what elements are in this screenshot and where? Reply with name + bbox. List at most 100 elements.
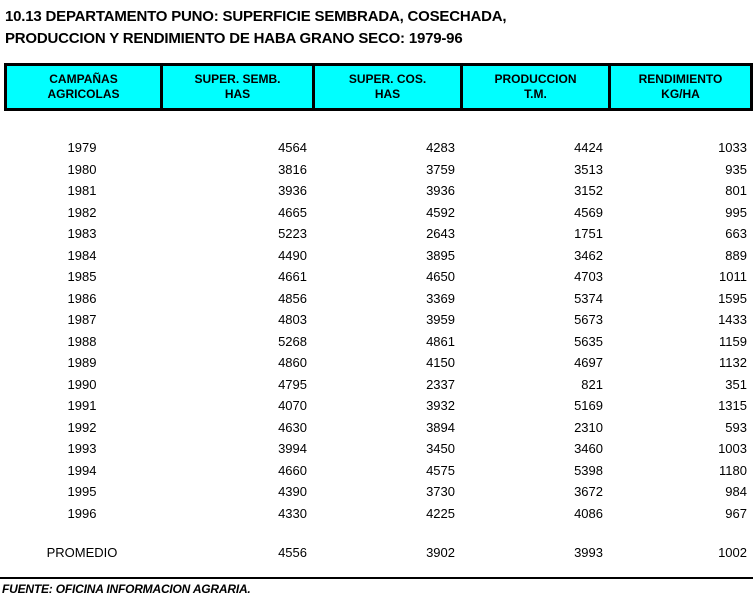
cell-super-semb: 4330 [278,505,307,521]
summary-super-semb: 4556 [278,545,307,561]
cell-super-cos: 4283 [426,140,455,156]
table-row: 1996 4330 4225 4086 967 [4,503,752,525]
table-header: CAMPAÑAS AGRICOLAS SUPER. SEMB. HAS SUPE… [4,63,753,111]
cell-produccion: 3672 [574,484,603,500]
cell-super-cos: 3894 [426,419,455,435]
cell-super-semb: 4490 [278,247,307,263]
table-row: 1995 4390 3730 3672 984 [4,481,752,503]
cell-super-cos: 4150 [426,355,455,371]
table-row: 1993 3994 3450 3460 1003 [4,438,752,460]
cell-produccion: 5635 [574,333,603,349]
cell-super-cos: 3759 [426,161,455,177]
cell-rendimiento: 801 [725,183,747,199]
header-super-semb-line1: SUPER. SEMB. [194,72,281,86]
table-row: 1984 4490 3895 3462 889 [4,245,752,267]
cell-super-cos: 3369 [426,290,455,306]
cell-campana: 1986 [67,290,97,306]
header-produccion-line2: T.M. [524,87,547,101]
cell-campana: 1984 [67,247,97,263]
table-row: 1991 4070 3932 5169 1315 [4,395,752,417]
table-row: 1987 4803 3959 5673 1433 [4,309,752,331]
cell-produccion: 5673 [574,312,603,328]
cell-campana: 1988 [67,333,97,349]
cell-rendimiento: 1011 [719,269,747,285]
cell-produccion: 3460 [574,441,603,457]
cell-super-semb: 3994 [278,441,307,457]
cell-super-semb: 4860 [278,355,307,371]
table-row: 1989 4860 4150 4697 1132 [4,352,752,374]
source-note: FUENTE: OFICINA INFORMACION AGRARIA. [2,581,251,596]
cell-rendimiento: 1315 [718,398,747,414]
cell-produccion: 4703 [574,269,603,285]
header-super-cos-line2: HAS [374,87,401,101]
spacer-row [4,524,752,542]
cell-campana: 1989 [67,355,97,371]
cell-rendimiento: 593 [725,419,747,435]
cell-rendimiento: 1180 [719,462,747,478]
cell-rendimiento: 1132 [719,355,747,371]
cell-produccion: 1751 [574,226,603,242]
header-rendimiento-line1: RENDIMIENTO [638,72,723,86]
cell-produccion: 3152 [574,183,603,199]
cell-super-semb: 4856 [278,290,307,306]
cell-super-cos: 2643 [426,226,455,242]
header-rendimiento-line2: KG/HA [661,87,700,101]
summary-label: PROMEDIO [46,545,118,561]
cell-super-semb: 4665 [278,204,307,220]
cell-rendimiento: 351 [725,376,747,392]
table-row: 1988 5268 4861 5635 1159 [4,331,752,353]
cell-super-semb: 5268 [278,333,307,349]
cell-rendimiento: 889 [725,247,747,263]
cell-rendimiento: 1433 [718,312,747,328]
cell-rendimiento: 1033 [718,140,747,156]
cell-super-semb: 4390 [278,484,307,500]
table-body: 1979 4564 4283 4424 1033 1980 3816 3759 … [4,137,752,524]
cell-campana: 1987 [67,312,97,328]
page-title: 10.13 DEPARTAMENTO PUNO: SUPERFICIE SEMB… [0,0,756,50]
cell-super-semb: 4795 [278,376,307,392]
header-super-semb-line2: HAS [224,87,251,101]
header-campanas-line2: AGRICOLAS [47,87,120,101]
cell-super-semb: 4660 [278,462,307,478]
title-line-2: PRODUCCION Y RENDIMIENTO DE HABA GRANO S… [5,30,463,47]
cell-produccion: 5374 [574,290,603,306]
cell-campana: 1995 [67,484,97,500]
cell-produccion: 4569 [574,204,603,220]
table-row: 1983 5223 2643 1751 663 [4,223,752,245]
cell-campana: 1982 [67,204,97,220]
cell-produccion: 5169 [574,398,603,414]
table-row: 1980 3816 3759 3513 935 [4,159,752,181]
cell-super-semb: 4564 [278,140,307,156]
cell-super-cos: 4592 [426,204,455,220]
table-row: 1979 4564 4283 4424 1033 [4,137,752,159]
cell-campana: 1980 [67,161,97,177]
cell-super-cos: 3959 [426,312,455,328]
cell-produccion: 4086 [574,505,603,521]
header-campanas: CAMPAÑAS AGRICOLAS [7,66,160,108]
table-row: 1981 3936 3936 3152 801 [4,180,752,202]
cell-super-semb: 3936 [278,183,307,199]
table-row: 1992 4630 3894 2310 593 [4,417,752,439]
cell-super-cos: 3932 [426,398,455,414]
header-produccion: PRODUCCION T.M. [460,66,608,108]
cell-campana: 1994 [67,462,97,478]
cell-super-cos: 3936 [426,183,455,199]
header-produccion-line1: PRODUCCION [494,72,577,86]
cell-rendimiento: 935 [725,161,747,177]
summary-row: PROMEDIO 4556 3902 3993 1002 [4,542,752,564]
title-line-1: 10.13 DEPARTAMENTO PUNO: SUPERFICIE SEMB… [5,8,507,25]
cell-campana: 1992 [67,419,97,435]
cell-super-cos: 2337 [426,376,455,392]
cell-campana: 1979 [67,140,97,156]
header-rendimiento: RENDIMIENTO KG/HA [608,66,750,108]
cell-super-semb: 5223 [278,226,307,242]
cell-campana: 1996 [67,505,97,521]
cell-rendimiento: 1159 [719,333,747,349]
cell-super-cos: 4861 [426,333,455,349]
cell-campana: 1993 [67,441,97,457]
cell-produccion: 4424 [574,140,603,156]
cell-campana: 1983 [67,226,97,242]
cell-super-cos: 4650 [426,269,455,285]
cell-rendimiento: 663 [725,226,747,242]
